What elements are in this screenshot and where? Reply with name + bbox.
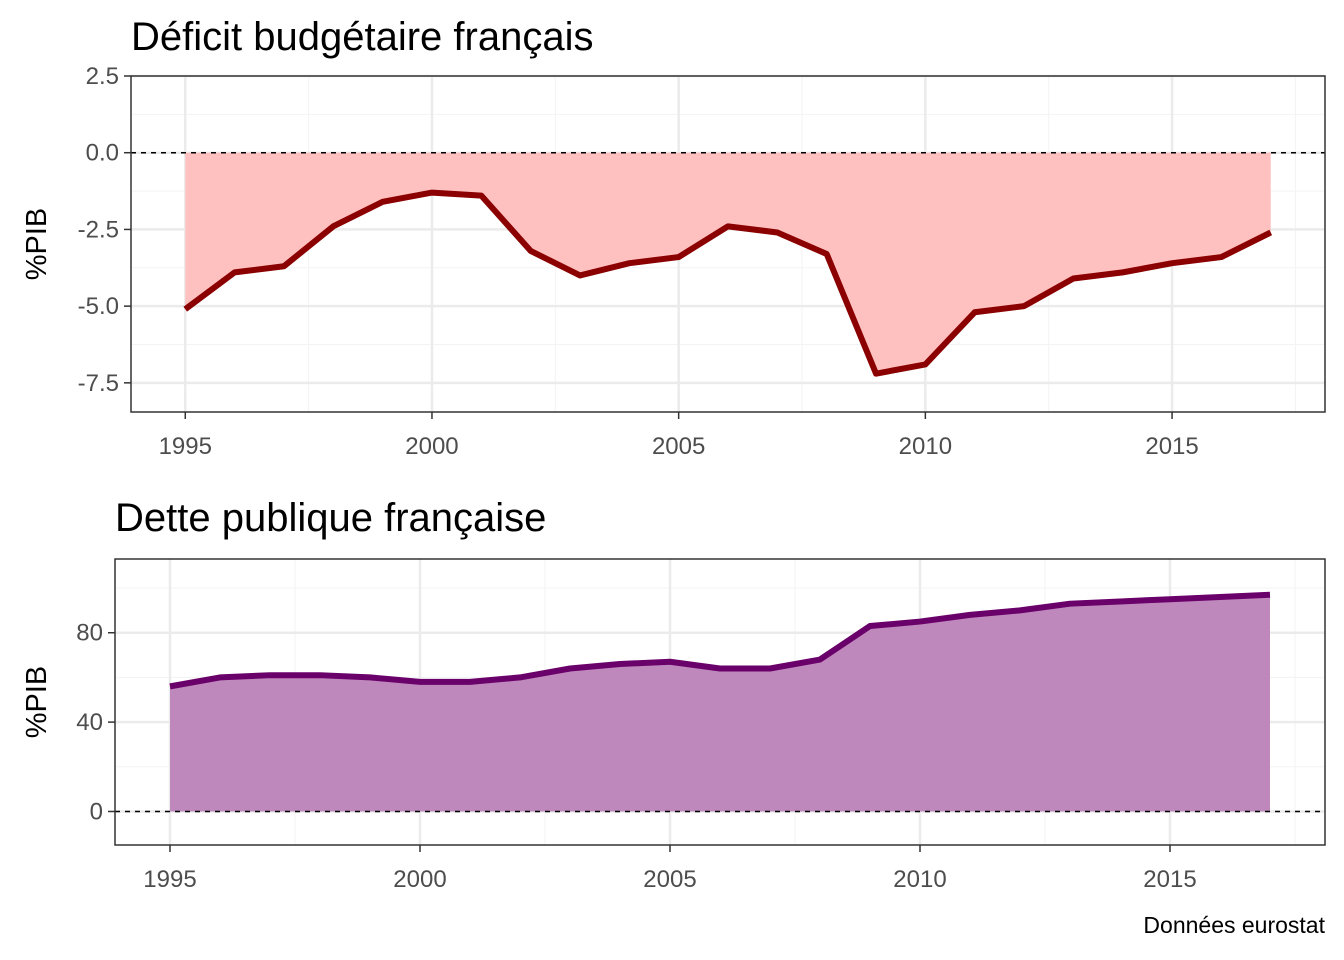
y-tick-label: 80 xyxy=(76,620,103,647)
x-tick-label: 2015 xyxy=(1145,433,1198,460)
x-tick-label: 2005 xyxy=(643,866,696,893)
y-tick-label: -5.0 xyxy=(78,293,119,320)
series-line xyxy=(183,189,1273,377)
y-tick-label: 0 xyxy=(90,798,103,825)
panel-border xyxy=(130,75,1326,413)
y-tick-label: -7.5 xyxy=(78,370,119,397)
y-tick-label: 0.0 xyxy=(86,140,119,167)
series-area xyxy=(185,152,1271,374)
source-caption: Données eurostat xyxy=(1143,912,1325,938)
x-tick-label: 2010 xyxy=(899,433,952,460)
y-axis-label: %PIB xyxy=(21,208,53,281)
x-tick-label: 2000 xyxy=(393,866,446,893)
x-tick-label: 2005 xyxy=(652,433,705,460)
panel-border xyxy=(114,558,1326,846)
chart-title: Dette publique française xyxy=(115,496,546,540)
y-axis-label: %PIB xyxy=(21,666,53,739)
x-tick-label: 1995 xyxy=(159,433,212,460)
deficit-chart: Déficit budgétaire français %PIB 1995 2000 2… xyxy=(21,15,1326,460)
y-tick-label: 40 xyxy=(76,709,103,736)
x-tick-label: 1995 xyxy=(143,866,196,893)
y-tick-label: -2.5 xyxy=(78,216,119,243)
series-area xyxy=(170,594,1270,812)
chart-title: Déficit budgétaire français xyxy=(131,15,593,59)
x-tick-label: 2000 xyxy=(405,433,458,460)
x-tick-label: 2015 xyxy=(1143,866,1196,893)
x-tick-label: 2010 xyxy=(893,866,946,893)
series-line xyxy=(169,591,1271,690)
debt-chart: Dette publique française %PIB 1995 2000 2005… xyxy=(21,496,1326,893)
y-tick-label: 2.5 xyxy=(86,63,119,90)
